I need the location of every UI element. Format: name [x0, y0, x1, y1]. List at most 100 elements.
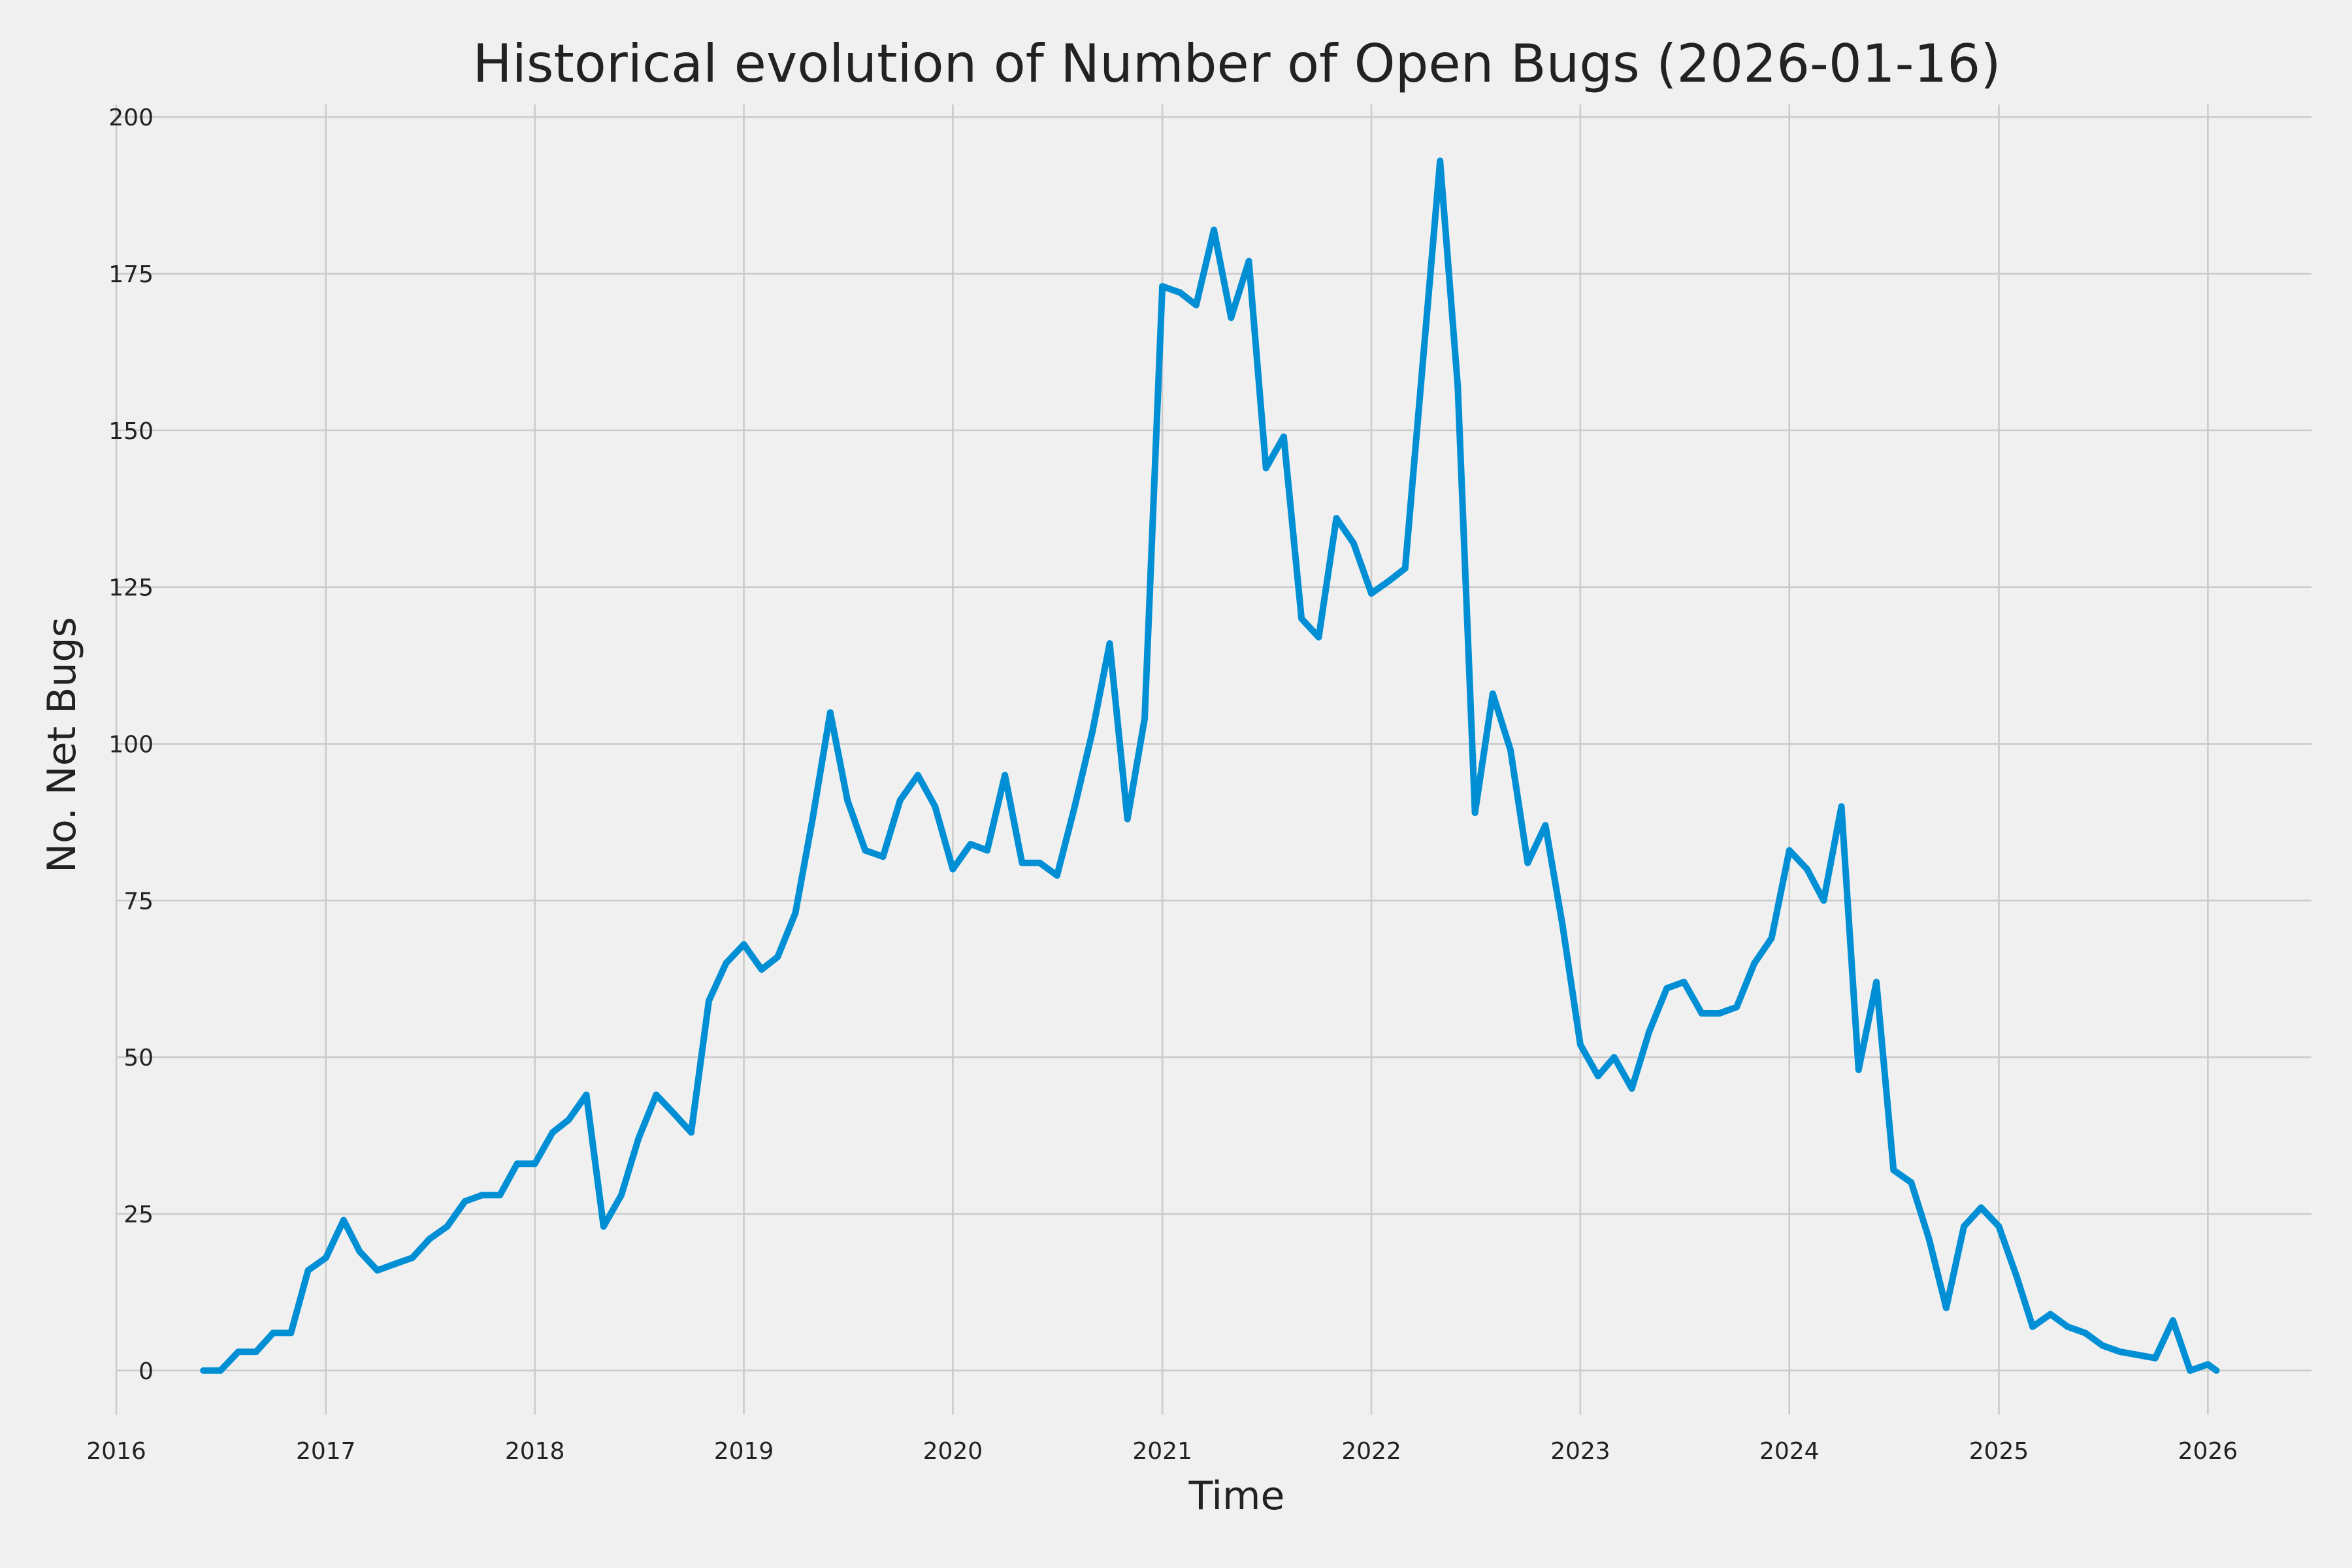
series-point: [356, 1248, 363, 1255]
series-point: [426, 1235, 433, 1243]
series-point: [374, 1267, 381, 1274]
y-tick-label: 0: [139, 1358, 154, 1385]
x-tick-label: 2022: [1341, 1438, 1401, 1465]
x-tick-label: 2016: [86, 1438, 146, 1465]
series-point: [896, 796, 904, 804]
series-point: [565, 1117, 572, 1124]
series-point: [1663, 985, 1671, 992]
series-point: [1106, 640, 1113, 647]
series-point: [740, 941, 747, 948]
series-point: [1141, 715, 1148, 723]
y-tick-label: 100: [108, 732, 154, 759]
y-tick-label: 125: [108, 575, 154, 602]
x-tick-label: 2025: [1969, 1438, 2029, 1465]
series-point: [1437, 157, 1444, 165]
series-point: [2029, 1323, 2036, 1330]
series-point: [809, 815, 816, 823]
x-axis-title: Time: [1188, 1473, 1285, 1519]
series-point: [270, 1330, 277, 1337]
series-point: [2013, 1273, 2020, 1280]
series-point: [287, 1330, 295, 1337]
x-tick-label: 2023: [1550, 1438, 1610, 1465]
series-point: [549, 1129, 556, 1136]
series-point: [1908, 1179, 1915, 1186]
series-point: [583, 1091, 590, 1098]
x-tick-label: 2018: [505, 1438, 565, 1465]
series-point: [1401, 564, 1409, 572]
x-tick-label: 2021: [1132, 1438, 1192, 1465]
series-point: [1419, 358, 1426, 365]
series-point: [618, 1192, 625, 1199]
series-point: [514, 1160, 521, 1168]
series-point: [1942, 1304, 1950, 1311]
series-point: [1524, 859, 1531, 866]
series-point: [1768, 934, 1775, 941]
series-point: [1716, 1010, 1723, 1017]
series-point: [1733, 1004, 1740, 1011]
series-point: [1961, 1223, 1967, 1230]
series-point: [792, 909, 799, 917]
series-point: [879, 853, 887, 860]
series-point: [1628, 1085, 1635, 1092]
series-point: [2082, 1330, 2089, 1337]
series-point: [2187, 1367, 2194, 1374]
series-point: [1680, 979, 1688, 986]
series-point: [1978, 1204, 1985, 1211]
series-point: [2169, 1317, 2176, 1324]
series-point: [1995, 1223, 2002, 1230]
series-point: [2213, 1367, 2220, 1374]
series-point: [706, 997, 712, 1004]
x-tick-labels: 2016 2017 2018 2019 2020 2021 2022 2023 2024 2025…: [86, 1438, 2238, 1465]
series-point: [1890, 1166, 1897, 1173]
y-tick-label: 75: [123, 888, 154, 915]
series-point: [1002, 772, 1009, 779]
series-point: [1454, 383, 1462, 390]
series-point: [304, 1267, 312, 1274]
series-point: [932, 803, 939, 810]
series-point: [1280, 433, 1287, 440]
series-point: [200, 1367, 207, 1374]
series-point: [1873, 979, 1880, 986]
series-point: [2047, 1311, 2054, 1318]
x-gridlines: [115, 105, 2209, 1414]
series-point: [967, 841, 974, 847]
series-point: [409, 1254, 416, 1262]
series-point: [687, 1129, 694, 1136]
series-point: [1089, 728, 1096, 735]
series-point: [600, 1223, 607, 1230]
y-tick-label: 25: [123, 1201, 154, 1228]
series-point: [826, 709, 834, 716]
x-tick-label: 2026: [2178, 1438, 2238, 1465]
series-point: [774, 953, 781, 960]
series-point: [1071, 803, 1078, 810]
series-point: [1471, 809, 1478, 816]
series-point: [914, 772, 921, 779]
series-point: [653, 1091, 660, 1098]
series-point: [2151, 1354, 2159, 1362]
series-point: [340, 1217, 347, 1224]
series-point: [497, 1192, 504, 1199]
series-point: [444, 1223, 451, 1230]
series-point: [1838, 803, 1845, 810]
series-point: [1803, 866, 1810, 873]
series-point: [1368, 590, 1375, 597]
series-point: [2117, 1348, 2124, 1356]
chart-title: Historical evolution of Number of Open B…: [472, 33, 2001, 94]
y-tick-label: 200: [108, 105, 154, 131]
series-point: [984, 847, 990, 854]
series-point: [1019, 859, 1026, 866]
series-point: [949, 866, 956, 873]
x-tick-label: 2020: [923, 1438, 983, 1465]
series-point: [1610, 1054, 1618, 1061]
y-tick-label: 50: [123, 1045, 154, 1071]
x-tick-label: 2019: [714, 1438, 774, 1465]
series-point: [670, 1110, 678, 1117]
series-point: [2204, 1361, 2212, 1368]
series-point: [862, 847, 869, 854]
series-point: [1350, 540, 1357, 547]
series-point: [217, 1367, 224, 1374]
series-point: [1124, 815, 1131, 823]
series-point: [1177, 289, 1184, 296]
